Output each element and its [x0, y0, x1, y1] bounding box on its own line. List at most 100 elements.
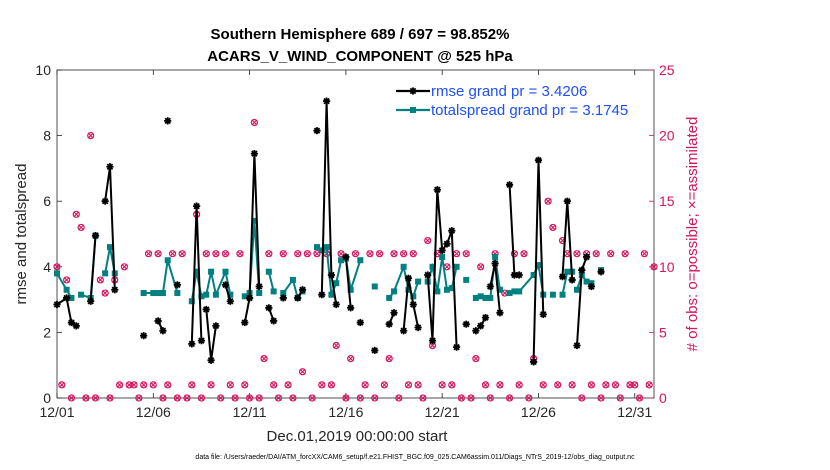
obs-count-point [477, 263, 485, 271]
y2-tick-label: 20 [659, 128, 675, 144]
obs-possible-marker [477, 263, 485, 271]
obs-possible-marker [650, 263, 658, 271]
totalspread-point [492, 253, 499, 260]
obs-assimilated-marker [588, 381, 595, 388]
obs-possible-marker [554, 381, 562, 389]
rmse-point [385, 320, 393, 328]
totalspread-point [434, 288, 441, 295]
totalspread-point [400, 263, 407, 270]
obs-count-point [58, 381, 66, 389]
obs-possible-marker [481, 381, 490, 389]
obs-possible-marker [250, 118, 258, 127]
rmse-point [453, 343, 461, 351]
obs-assimilated-marker [516, 381, 523, 388]
obs-assimilated-marker [468, 395, 475, 401]
rmse-line [402, 278, 420, 331]
obs-assimilated-marker [217, 395, 224, 401]
obs-count-point [645, 381, 653, 389]
obs-assimilated-marker [540, 381, 547, 388]
obs-assimilated-marker [342, 395, 349, 401]
y-tick-label: 8 [43, 128, 51, 144]
obs-possible-marker [77, 223, 85, 232]
totalspread-point [323, 244, 330, 251]
obs-assimilated-marker [357, 395, 364, 401]
obs-count-point [231, 394, 239, 402]
obs-assimilated-marker [477, 263, 484, 270]
obs-possible-marker [260, 355, 268, 363]
obs-possible-marker [289, 394, 297, 402]
y2-tick-label: 5 [659, 324, 667, 340]
rmse-point [226, 297, 234, 305]
obs-assimilated-marker [352, 250, 359, 257]
chart-subtitle: ACARS_V_WIND_COMPONENT @ 525 hPa [207, 48, 513, 65]
rmse-point [481, 314, 490, 322]
obs-assimilated-marker [97, 276, 104, 283]
obs-possible-marker [462, 250, 470, 258]
obs-count-point [82, 394, 90, 402]
obs-possible-marker [621, 250, 629, 258]
obs-possible-marker [385, 355, 393, 363]
rmse-point [404, 274, 413, 282]
obs-possible-marker [72, 210, 80, 218]
rmse-point [111, 286, 119, 294]
x-tick-label: 12/26 [521, 404, 556, 420]
totalspread-point [530, 272, 537, 278]
obs-possible-marker [626, 381, 634, 389]
legend-spread-marker [410, 107, 416, 113]
totalspread-point [198, 293, 205, 300]
obs-possible-marker [188, 381, 196, 389]
y2-tick-label: 10 [659, 259, 675, 275]
obs-possible-marker [101, 289, 109, 297]
totalspread-point [241, 293, 248, 300]
rmse-line [89, 235, 97, 302]
rmse-point [221, 281, 230, 289]
totalspread-point [63, 286, 70, 293]
obs-assimilated-marker [521, 250, 527, 257]
totalspread-point [477, 293, 484, 300]
obs-assimilated-marker [448, 381, 455, 388]
obs-assimilated-marker [299, 368, 306, 375]
obs-possible-marker [308, 394, 316, 402]
obs-assimilated-marker [458, 395, 465, 401]
totalspread-point [333, 280, 340, 287]
totalspread-point [78, 291, 85, 298]
y2-tick-label: 0 [659, 390, 667, 406]
obs-assimilated-marker [376, 250, 383, 257]
obs-count-point [120, 263, 129, 271]
obs-possible-marker [87, 132, 95, 140]
obs-possible-marker [274, 394, 283, 402]
obs-count-point [554, 381, 562, 389]
obs-count-point [472, 355, 480, 363]
rmse-line [344, 256, 352, 308]
obs-count-point [270, 381, 278, 389]
axis-ticks: 12/01 12/06 12/11 12/16 12/21 12/26 12/31 0 2 4 6 8… [35, 62, 674, 420]
obs-count-point [424, 236, 432, 245]
rmse-line [508, 184, 516, 276]
totalspread-point [251, 217, 258, 224]
obs-assimilated-marker [106, 395, 113, 401]
obs-possible-marker [602, 381, 610, 389]
obs-assimilated-marker [607, 250, 614, 257]
totalspread-point [463, 276, 470, 283]
obs-count-point [221, 250, 230, 258]
obs-assimilated-marker [304, 250, 311, 257]
rmse-point [472, 327, 480, 335]
totalspread-point [453, 263, 460, 270]
obs-count-point [260, 355, 268, 363]
obs-count-point [361, 381, 369, 389]
obs-possible-marker [347, 355, 355, 363]
rmse-point [409, 300, 417, 309]
obs-count-point [515, 381, 523, 389]
obs-possible-marker [298, 368, 307, 376]
totalspread-point [496, 286, 503, 293]
obs-assimilated-marker [116, 381, 123, 388]
totalspread-point [583, 278, 590, 285]
obs-count-point [140, 381, 148, 389]
rmse-point [582, 253, 591, 261]
obs-count-point [226, 381, 234, 389]
obs-possible-marker [265, 250, 273, 258]
obs-possible-marker [67, 394, 76, 402]
y-tick-label: 10 [35, 62, 51, 78]
obs-possible-marker [197, 394, 206, 402]
obs-possible-marker [241, 381, 249, 389]
